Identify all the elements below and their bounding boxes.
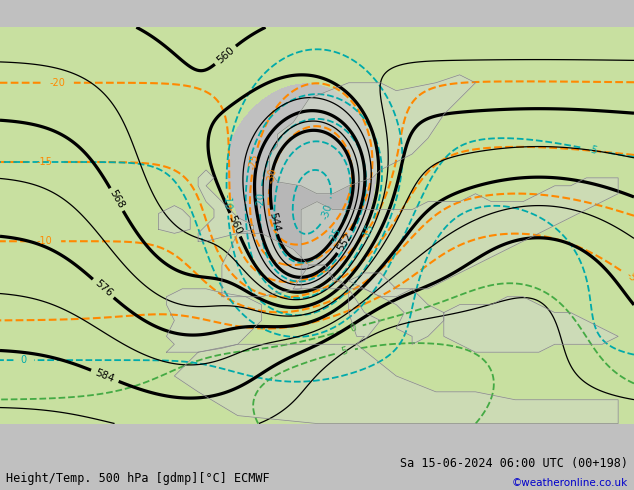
Text: Height/Temp. 500 hPa [gdmp][°C] ECMWF: Height/Temp. 500 hPa [gdmp][°C] ECMWF bbox=[6, 472, 270, 485]
Text: ©weatheronline.co.uk: ©weatheronline.co.uk bbox=[512, 478, 628, 488]
Text: -30: -30 bbox=[265, 167, 278, 185]
Polygon shape bbox=[444, 297, 618, 352]
Text: 576: 576 bbox=[93, 278, 114, 299]
Text: 568: 568 bbox=[107, 189, 126, 211]
Text: -10: -10 bbox=[222, 194, 233, 210]
Text: -10: -10 bbox=[37, 236, 53, 246]
Text: 552: 552 bbox=[335, 231, 354, 253]
Text: -25: -25 bbox=[248, 152, 261, 170]
Text: Sa 15-06-2024 06:00 UTC (00+198): Sa 15-06-2024 06:00 UTC (00+198) bbox=[399, 457, 628, 470]
Text: -15: -15 bbox=[361, 222, 376, 241]
Text: -5: -5 bbox=[624, 270, 634, 284]
Text: 584: 584 bbox=[94, 368, 116, 384]
Polygon shape bbox=[174, 344, 618, 423]
Polygon shape bbox=[198, 170, 254, 241]
Text: -5: -5 bbox=[587, 144, 598, 156]
Text: -15: -15 bbox=[37, 157, 53, 167]
Text: -20: -20 bbox=[49, 78, 65, 88]
Text: 560: 560 bbox=[214, 45, 236, 65]
Polygon shape bbox=[293, 265, 380, 344]
Text: -25: -25 bbox=[328, 226, 344, 245]
Text: 544: 544 bbox=[267, 211, 281, 233]
Text: 560: 560 bbox=[226, 214, 243, 236]
Text: 5: 5 bbox=[340, 346, 349, 357]
Text: 0: 0 bbox=[21, 355, 27, 365]
Polygon shape bbox=[158, 206, 190, 233]
Polygon shape bbox=[349, 273, 444, 344]
Polygon shape bbox=[301, 178, 618, 297]
Text: 0: 0 bbox=[348, 322, 358, 334]
Text: -20: -20 bbox=[255, 192, 266, 208]
Polygon shape bbox=[269, 75, 476, 194]
Polygon shape bbox=[166, 289, 261, 352]
Polygon shape bbox=[222, 233, 301, 297]
Text: -30: -30 bbox=[320, 202, 335, 220]
